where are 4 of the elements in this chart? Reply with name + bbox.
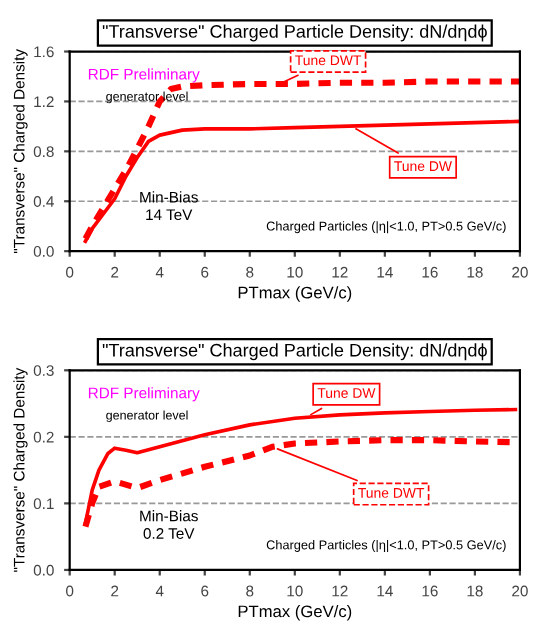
chart-title: "Transverse" Charged Particle Density: dN/dηdϕ	[102, 24, 487, 42]
x-axis-title: PTmax (GeV/c)	[238, 605, 352, 621]
chart-title: "Transverse" Charged Particle Density: dN/dηdϕ	[102, 343, 487, 361]
x-axis-title: PTmax (GeV/c)	[238, 286, 352, 302]
